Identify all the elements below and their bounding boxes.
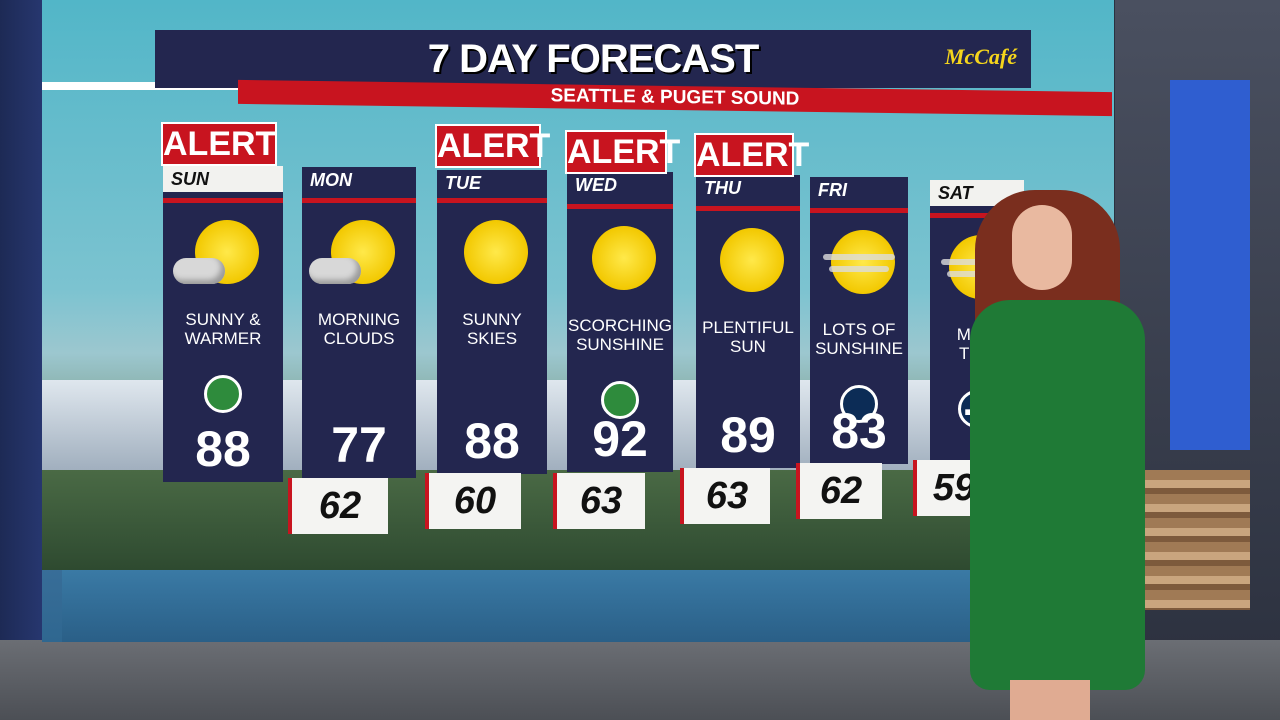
alert-badge: ALERT: [161, 122, 277, 166]
forecast-day-wed: SCORCHING SUNSHINE 92: [567, 172, 673, 472]
haze-icon: [829, 266, 889, 272]
page-title: 7 DAY FORECAST: [427, 37, 760, 81]
meteorologist-legs: [1010, 680, 1090, 720]
divider: [163, 198, 283, 203]
alert-badge: ALERT: [694, 133, 809, 177]
low-temp: 60: [425, 473, 521, 529]
sun-icon: [720, 228, 784, 292]
mariners-logo: [840, 385, 878, 423]
divider: [567, 204, 673, 209]
condition-text: PLENTIFUL SUN: [702, 318, 794, 356]
accent-line: [42, 82, 242, 90]
low-temp: 62: [288, 478, 388, 534]
day-label: TUE: [437, 170, 547, 196]
high-temp: 92: [592, 411, 648, 467]
low-temp: 62: [796, 463, 882, 519]
sounders-and-storm-logos: [601, 381, 639, 419]
day-label: THU: [696, 175, 800, 201]
condition-text: SCORCHING SUNSHINE: [568, 316, 672, 354]
day-label: SUN: [163, 166, 283, 192]
condition-text: MORNING CLOUDS: [317, 310, 401, 348]
day-label: MON: [302, 167, 416, 193]
sun-icon: [464, 220, 528, 284]
forecast-day-fri: LOTS OF SUNSHINE 83: [810, 177, 908, 464]
low-temp: 63: [553, 473, 645, 529]
low-temp: 63: [680, 468, 770, 524]
seattle-storm-logo: [204, 375, 242, 413]
high-temp: 89: [720, 407, 776, 463]
high-temp: 83: [831, 403, 887, 459]
alert-badge: ALERT: [565, 130, 680, 174]
day-label: FRI: [810, 177, 908, 203]
haze-icon: [823, 254, 895, 260]
lake-background: [62, 570, 1114, 642]
divider: [930, 213, 1024, 218]
condition-text: SUNNY & WARMER: [184, 310, 262, 348]
sun-icon: [592, 226, 656, 290]
hazy-sun-icon: [831, 230, 895, 294]
divider: [696, 206, 800, 211]
meteorologist-dress: [970, 300, 1145, 690]
high-temp: 88: [195, 421, 251, 477]
divider: [302, 198, 416, 203]
condition-text: LOTS OF SUNSHINE: [815, 320, 903, 358]
divider: [437, 198, 547, 203]
cloud-icon: [309, 258, 361, 284]
title-bar: 7 DAY FORECAST McCafé: [155, 30, 1031, 88]
forecast-day-thu: PLENTIFUL SUN 89: [696, 175, 800, 468]
divider: [810, 208, 908, 213]
forecast-day-tue: SUNNY SKIES 88: [437, 170, 547, 474]
alert-badge: ALERT: [435, 124, 550, 168]
forecast-day-sun: SUNNY & WARMER 88: [163, 166, 283, 482]
condition-text: SUNNY SKIES: [462, 310, 522, 348]
high-temp: 77: [331, 417, 387, 473]
cloud-icon: [173, 258, 225, 284]
wood-wall: [1140, 470, 1250, 610]
day-label: WED: [567, 172, 673, 198]
blue-light-panel: [1170, 80, 1250, 450]
forecast-day-mon: MORNING CLOUDS 77: [302, 167, 416, 478]
sponsor-logo: McCafé: [944, 44, 1017, 69]
high-temp: 88: [464, 413, 520, 469]
meteorologist-face: [1012, 205, 1072, 290]
